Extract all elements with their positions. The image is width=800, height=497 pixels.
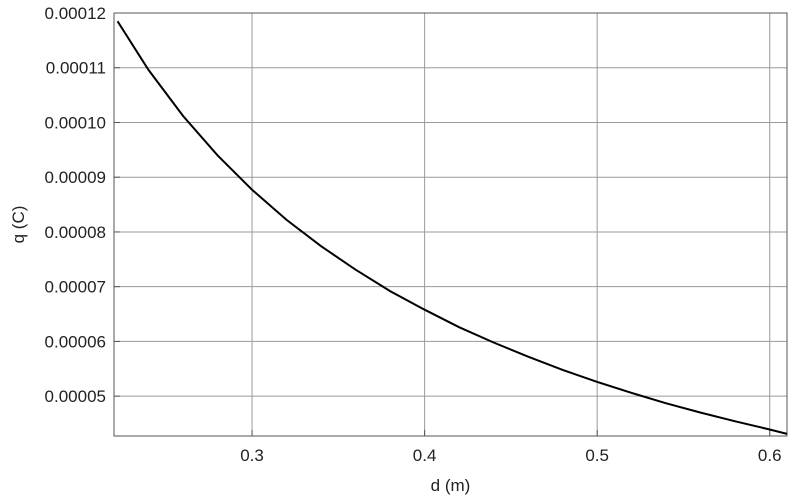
y-tick-label: 0.00008 <box>45 223 106 242</box>
plot-frame <box>113 12 788 437</box>
y-tick-label: 0.00005 <box>45 387 106 406</box>
y-tick-labels: 0.00005 0.00006 0.00007 0.00008 0.00009 0.000… <box>45 4 106 406</box>
axis-ticks <box>114 12 771 436</box>
y-tick-label: 0.00009 <box>45 168 106 187</box>
x-tick-label: 0.5 <box>585 446 609 465</box>
y-axis-label: q (C) <box>9 206 28 244</box>
x-tick-label: 0.3 <box>240 446 264 465</box>
grid <box>114 13 787 436</box>
x-tick-label: 0.4 <box>413 446 437 465</box>
series-line <box>116 20 788 435</box>
y-tick-label: 0.00012 <box>45 4 106 23</box>
x-axis-label: d (m) <box>431 476 471 495</box>
x-tick-labels: 0.3 0.4 0.5 0.6 <box>240 446 781 465</box>
x-tick-label: 0.6 <box>758 446 782 465</box>
y-tick-label: 0.00007 <box>45 278 106 297</box>
y-tick-label: 0.00011 <box>46 59 106 78</box>
y-tick-label: 0.00010 <box>45 113 106 132</box>
y-tick-label: 0.00006 <box>45 332 106 351</box>
